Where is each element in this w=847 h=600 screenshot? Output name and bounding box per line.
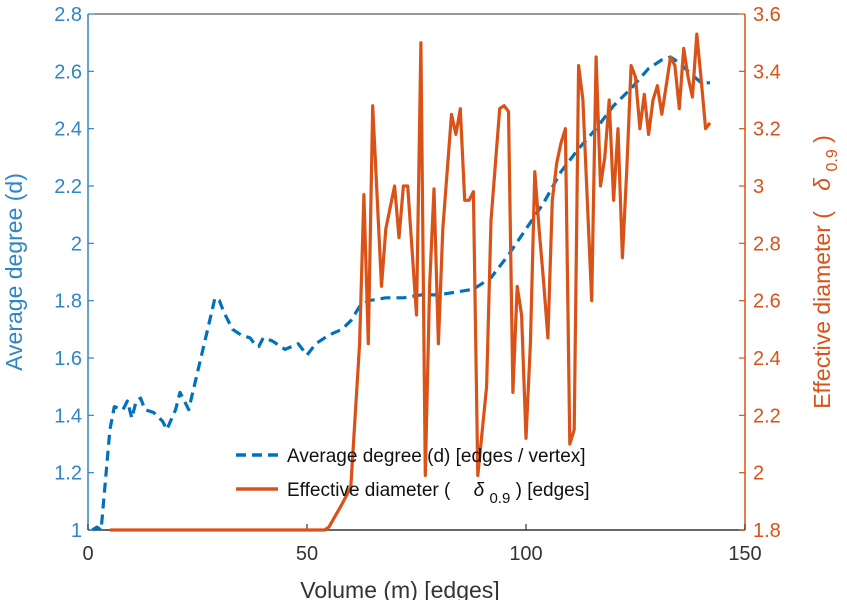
series-layer: [91, 32, 712, 532]
right-y-tick-label: 2.6: [753, 291, 781, 313]
right-y-tick-label: 2.2: [753, 405, 781, 427]
legend-diam-symbol: δ: [474, 480, 485, 501]
left-y-tick-label: 1.8: [54, 291, 82, 313]
legend-diam-suffix: ) [edges]: [516, 480, 590, 501]
left-y-tick-label: 2: [71, 233, 82, 255]
right-y-axis-label-subscript: 0.9: [824, 149, 841, 171]
right-y-axis-label-symbol: δ: [809, 178, 835, 191]
left-y-tick-label: 2.6: [54, 61, 82, 83]
right-y-tick-label: 3.2: [753, 119, 781, 141]
x-axis-label: Volume (m) [edges]: [300, 577, 499, 600]
right-y-tick-label: 3: [753, 176, 764, 198]
right-y-tick-label: 2.8: [753, 233, 781, 255]
right-y-axis-label: Effective diameter ( δ 0.9 ): [809, 135, 842, 409]
right-y-tick-label: 2: [753, 463, 764, 485]
left-y-tick-label: 1.4: [54, 405, 82, 427]
left-y-tick-label: 2.8: [54, 4, 82, 26]
left-y-tick-label: 1.6: [54, 348, 82, 370]
legend-diam-subscript: 0.9: [489, 490, 510, 507]
right-y-tick-label: 2.4: [753, 348, 781, 370]
average-degree-line: [91, 55, 710, 532]
x-tick-label: 50: [296, 543, 318, 565]
x-tick-label: 100: [509, 543, 542, 565]
effective-diameter-line: [109, 32, 712, 532]
legend: Average degree (d) [edges / vertex] Effe…: [236, 446, 590, 508]
x-tick-label: 150: [728, 543, 761, 565]
legend-diam-prefix: Effective diameter (: [287, 480, 451, 501]
left-y-ticks: 1 1.2 1.4 1.6 1.8 2 2.2 2.4 2.6 2.8: [54, 4, 94, 542]
left-y-tick-label: 2.4: [54, 119, 82, 141]
x-tick-label: 0: [82, 543, 93, 565]
right-y-tick-label: 3.4: [753, 61, 781, 83]
x-ticks: 0 50 100 150: [82, 524, 762, 565]
right-y-ticks: 1.8 2 2.2 2.4 2.6 2.8 3 3.2 3.4 3.6: [739, 4, 781, 542]
legend-effective-diameter-label: Effective diameter ( δ 0.9 ) [edges]: [287, 480, 590, 508]
right-y-tick-label: 1.8: [753, 520, 781, 542]
right-y-axis-label-suffix: ): [809, 135, 835, 143]
left-y-tick-label: 1: [71, 520, 82, 542]
left-y-axis-label: Average degree (d): [1, 173, 27, 371]
legend-avg-degree-label: Average degree (d) [edges / vertex]: [287, 446, 586, 467]
left-y-tick-label: 1.2: [54, 463, 82, 485]
right-y-axis-label-prefix: Effective diameter (: [809, 211, 835, 409]
left-y-tick-label: 2.2: [54, 176, 82, 198]
right-y-tick-label: 3.6: [753, 4, 781, 26]
